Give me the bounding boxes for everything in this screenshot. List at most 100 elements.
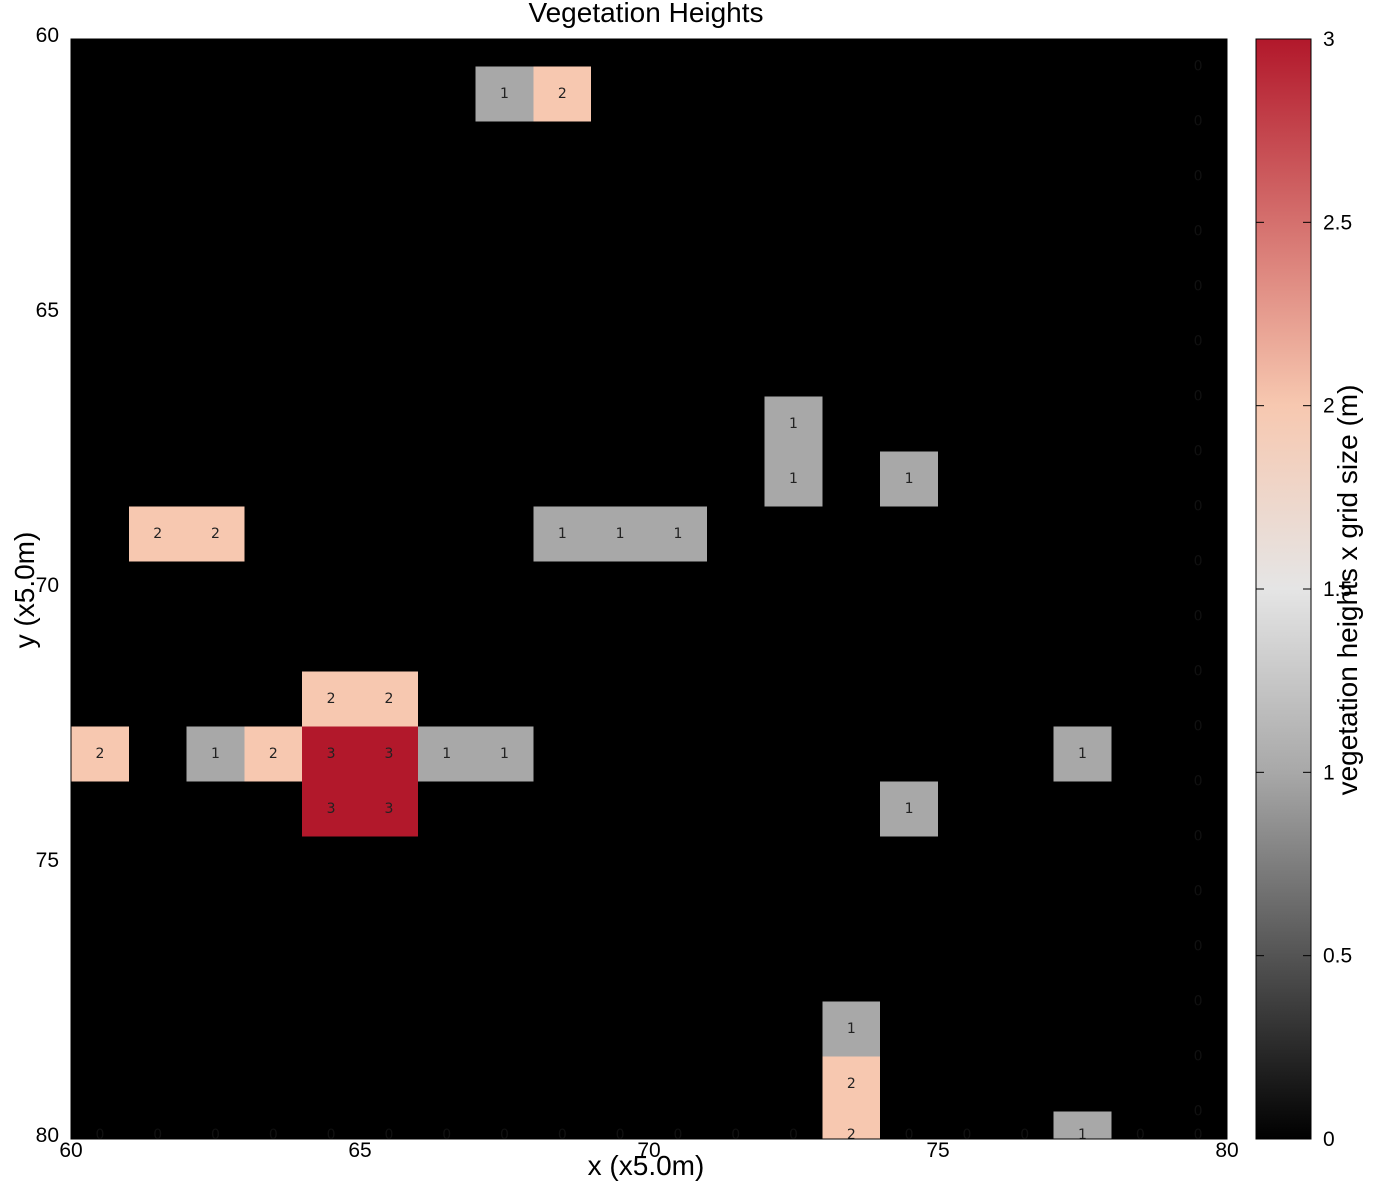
- heatmap-cell: [822, 39, 881, 94]
- heatmap-cell: [128, 919, 187, 974]
- heatmap-cell: [360, 974, 418, 1029]
- heatmap-cell: [533, 589, 592, 644]
- heatmap-cell: [360, 39, 418, 94]
- heatmap-cell: [475, 809, 534, 864]
- heatmap-cell: [822, 479, 881, 534]
- colorbar-ticks: 0 0.5 1 1.5 2 2.5 3: [1256, 28, 1352, 1151]
- heatmap-cell: [128, 39, 187, 94]
- heatmap-cell: [128, 314, 187, 369]
- heatmap-cell: [302, 94, 360, 149]
- heatmap-cell: [706, 259, 765, 314]
- heatmap-cell: [706, 974, 765, 1029]
- heatmap-cell: [649, 754, 707, 809]
- heatmap-cell-label: 1: [1078, 746, 1087, 762]
- heatmap-cell: [302, 369, 360, 424]
- heatmap-cell: [591, 699, 649, 754]
- heatmap-cell: [244, 204, 303, 259]
- heatmap-cell-label: 0: [384, 1127, 393, 1143]
- heatmap-cell: [995, 809, 1054, 864]
- heatmap-cell: [475, 589, 534, 644]
- chart-title: Vegetation Heights: [528, 0, 763, 28]
- heatmap-cell: [302, 1084, 360, 1139]
- heatmap-cell: [533, 974, 592, 1029]
- colorbar-label: vegetation heights x grid size (m): [1332, 385, 1363, 796]
- heatmap-cell: [880, 259, 938, 314]
- heatmap-cell-label: 0: [1194, 609, 1203, 625]
- heatmap-cell: [822, 534, 881, 589]
- heatmap-cell: [244, 1029, 303, 1084]
- heatmap-cell: [360, 1084, 418, 1139]
- heatmap-cell: [302, 974, 360, 1029]
- heatmap-cell: [244, 809, 303, 864]
- heatmap-cell: [186, 589, 245, 644]
- heatmap-cell: [360, 781, 418, 837]
- colorbar-tick-label: 0.5: [1323, 945, 1352, 968]
- heatmap-cell: [880, 314, 938, 369]
- heatmap-cell: [533, 204, 592, 259]
- heatmap-cell: [417, 424, 476, 479]
- heatmap-cell: [533, 506, 592, 562]
- heatmap-cell: [1169, 589, 1227, 644]
- heatmap-cell: [764, 94, 823, 149]
- heatmap-cell: [706, 479, 765, 534]
- colorbar: [1255, 38, 1312, 1140]
- heatmap-cell: [475, 1084, 534, 1139]
- heatmap-cell: [533, 754, 592, 809]
- heatmap-cell: [244, 369, 303, 424]
- heatmap-cell: [128, 644, 187, 699]
- heatmap-cell: [995, 424, 1054, 479]
- colorbar-tick-label: 1.5: [1323, 578, 1352, 601]
- heatmap-cell: [938, 39, 996, 94]
- heatmap-cell-label: 0: [1194, 1127, 1203, 1143]
- heatmap-cell: [1053, 369, 1112, 424]
- heatmap-cell: [71, 479, 129, 534]
- heatmap-cell-label: 0: [1194, 884, 1203, 900]
- heatmap-cell: [591, 1029, 649, 1084]
- heatmap-cell: [764, 864, 823, 919]
- heatmap-cell: [880, 919, 938, 974]
- heatmap-cell: [1053, 974, 1112, 1029]
- heatmap-cell: [1111, 149, 1170, 204]
- heatmap-cell: [1111, 259, 1170, 314]
- heatmap-cell-label: 0: [789, 1127, 798, 1143]
- heatmap-cell-labels: 1 2 1 1 1 2 2 1 1 1 2 2 2 1 2 3 3 1 1 1 3 3 1 1 2 2 1 0 0 0 0 0 0 0 0 0 0 0 0 0…: [95, 59, 1202, 1144]
- heatmap-cell: [706, 1084, 765, 1139]
- heatmap-cell: [71, 726, 129, 782]
- heatmap-cell: [417, 726, 476, 782]
- y-tick-label: 80: [36, 1124, 59, 1147]
- heatmap-cell: [475, 864, 534, 919]
- heatmap-cell: [475, 424, 534, 479]
- heatmap-cell: [417, 644, 476, 699]
- heatmap-cell: [417, 974, 476, 1029]
- heatmap-cell: [706, 204, 765, 259]
- heatmap-cell: [533, 1029, 592, 1084]
- heatmap-cell: [302, 726, 360, 782]
- heatmap-cell: [71, 919, 129, 974]
- heatmap-cell: [533, 369, 592, 424]
- heatmap-cell: [302, 671, 360, 727]
- heatmap-cell-label: 1: [905, 471, 914, 487]
- heatmap-cell: [302, 864, 360, 919]
- heatmap-cell: [1111, 754, 1170, 809]
- heatmap-cell: [1111, 974, 1170, 1029]
- heatmap-cell: [128, 699, 187, 754]
- heatmap-cell-label: 0: [1194, 939, 1203, 955]
- heatmap-cell: [475, 919, 534, 974]
- heatmap-cell: [417, 1029, 476, 1084]
- heatmap-cell-label: 1: [500, 86, 509, 102]
- heatmap-cell: [302, 1029, 360, 1084]
- heatmap-cell: [475, 479, 534, 534]
- heatmap-cell-label: 3: [327, 801, 336, 817]
- heatmap-cell-label: 2: [847, 1076, 856, 1092]
- heatmap-cell: [938, 1029, 996, 1084]
- heatmap-cell: [244, 149, 303, 204]
- heatmap-cell-label: 0: [1194, 444, 1203, 460]
- heatmap-cell: [995, 534, 1054, 589]
- heatmap-cell: [764, 644, 823, 699]
- heatmap-cell-label: 0: [1194, 774, 1203, 790]
- heatmap-cell: [764, 809, 823, 864]
- heatmap-cell: [938, 699, 996, 754]
- heatmap-cell: [649, 149, 707, 204]
- heatmap-cell: [128, 369, 187, 424]
- heatmap-cell: [1053, 259, 1112, 314]
